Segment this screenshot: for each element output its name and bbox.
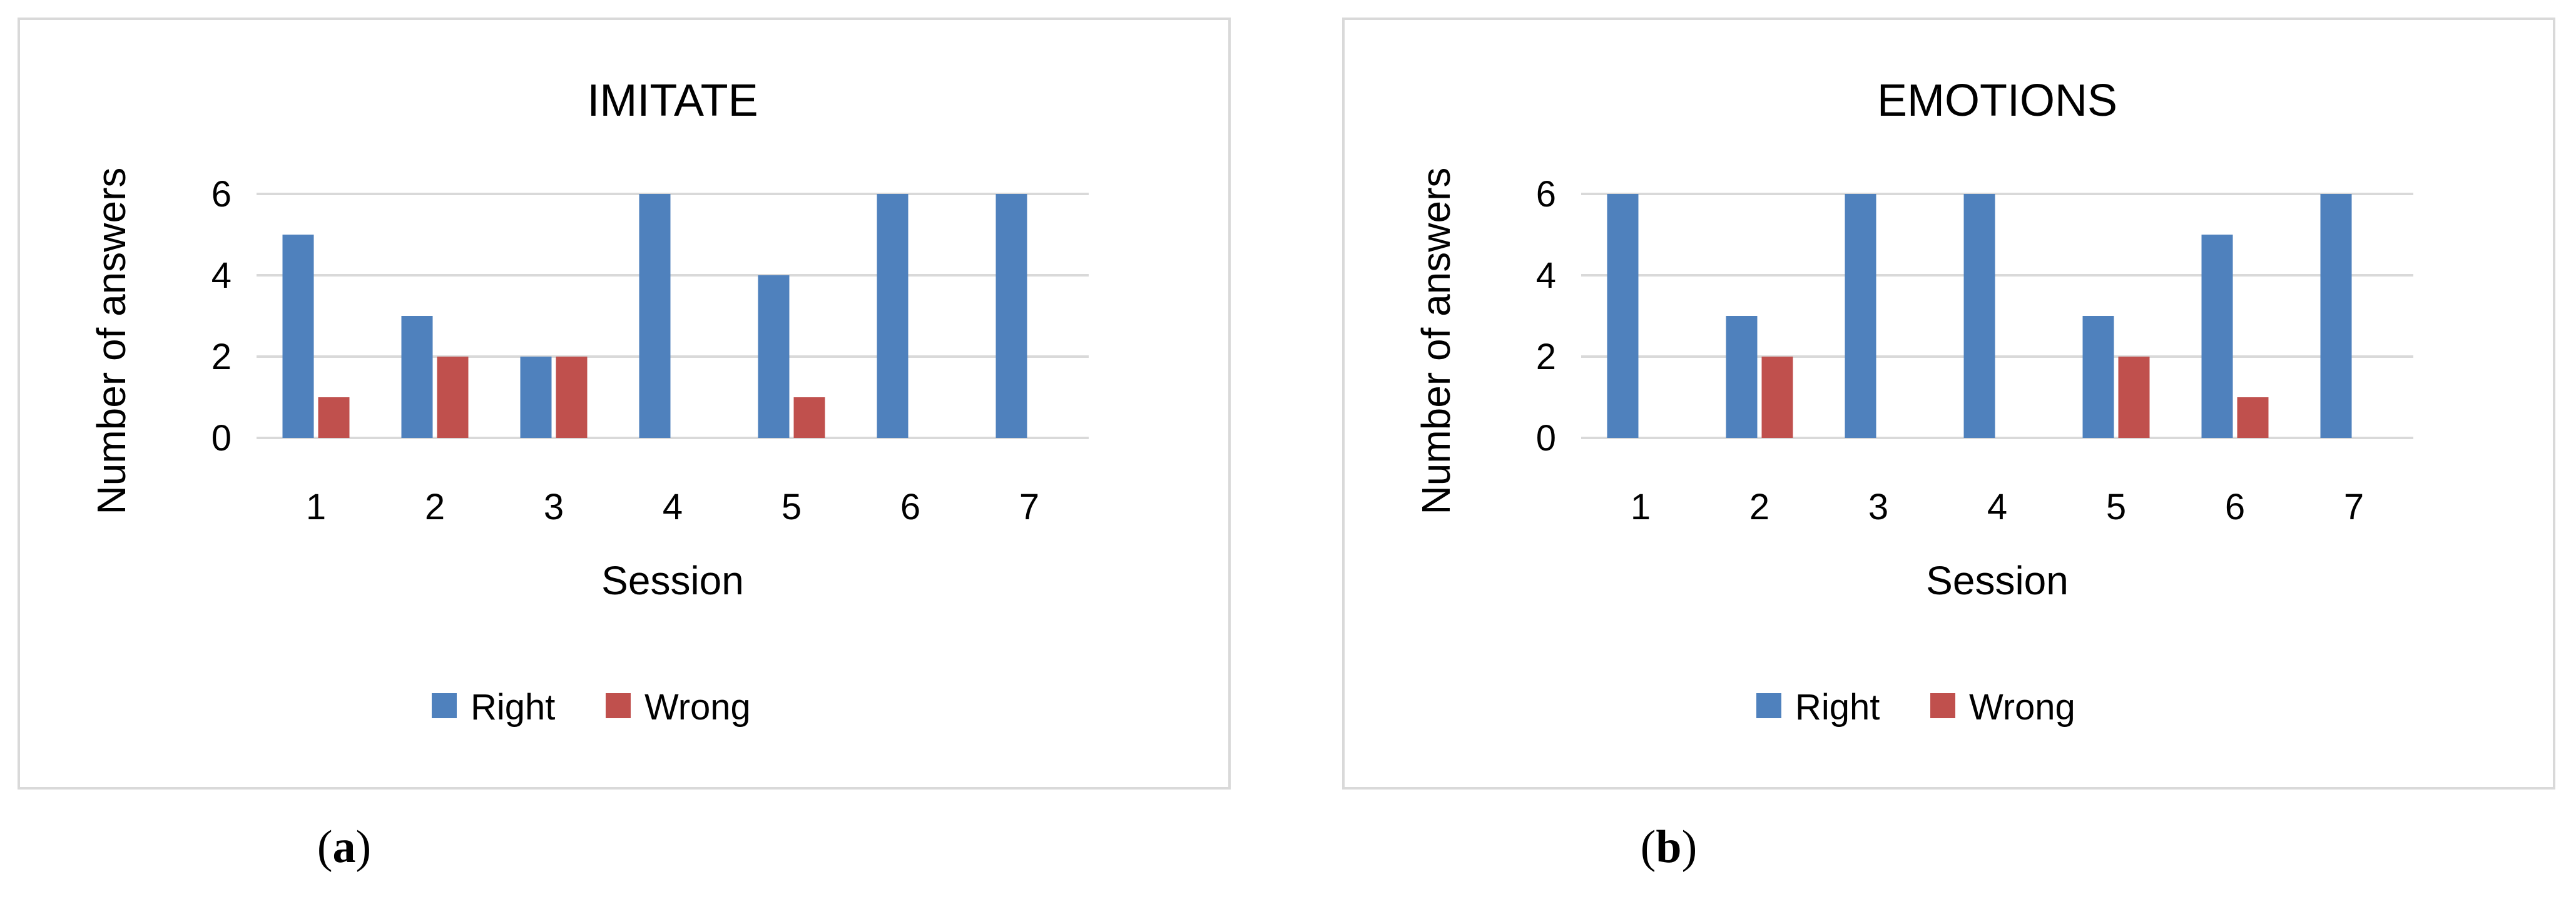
- caption-close-paren: ): [355, 821, 372, 873]
- y-axis-label: Number of answers: [89, 168, 134, 515]
- y-tick-label: 2: [1536, 337, 1556, 377]
- chart-frame: [1342, 18, 2555, 790]
- y-axis-label: Number of answers: [1413, 168, 1459, 515]
- x-tick-label: 5: [2106, 487, 2126, 527]
- x-tick-label: 6: [900, 487, 920, 527]
- y-tick-label: 0: [1536, 418, 1556, 459]
- legend-label-right: Right: [1795, 687, 1880, 728]
- bar-wrong: [556, 357, 588, 438]
- caption-open-paren: (: [1640, 821, 1656, 873]
- legend-label-wrong: Wrong: [1969, 687, 2075, 728]
- x-tick-label: 1: [306, 487, 326, 527]
- chart-title: IMITATE: [587, 76, 758, 126]
- bar-wrong: [318, 397, 350, 438]
- y-tick-label: 6: [1536, 174, 1556, 215]
- bar-right: [995, 194, 1027, 438]
- bar-right: [1726, 316, 1758, 438]
- chart-frame: [18, 18, 1231, 790]
- caption-close-paren: ): [1681, 821, 1698, 873]
- x-tick-label: 7: [1019, 487, 1039, 527]
- bar-right: [1607, 194, 1639, 438]
- bar-right: [758, 275, 790, 438]
- bar-right: [401, 316, 433, 438]
- x-tick-label: 3: [544, 487, 564, 527]
- x-tick-label: 5: [781, 487, 802, 527]
- bar-wrong: [2118, 357, 2150, 438]
- bar-right: [2201, 235, 2233, 438]
- bar-right: [2082, 316, 2114, 438]
- bar-right: [877, 194, 909, 438]
- legend-swatch-right: [432, 693, 457, 718]
- x-tick-label: 1: [1631, 487, 1651, 527]
- legend-swatch-wrong: [1930, 693, 1955, 718]
- x-tick-label: 4: [1987, 487, 2007, 527]
- caption-letter: b: [1656, 821, 1682, 873]
- bar-wrong: [2237, 397, 2269, 438]
- legend-swatch-wrong: [606, 693, 631, 718]
- bar-right: [639, 194, 671, 438]
- chart-panel-a: IMITATE 0 2 4 6 1 2 3 4 5 6 7 Session Number of answe…: [0, 0, 1251, 899]
- panel-caption-b: (b): [1325, 821, 2013, 874]
- x-tick-label: 7: [2344, 487, 2364, 527]
- y-tick-label: 4: [211, 255, 232, 296]
- x-tick-label: 2: [1749, 487, 1769, 527]
- y-tick-label: 2: [211, 337, 232, 377]
- chart-b-svg: EMOTIONS 0 2 4 6 1 2 3 4 5 6 7 Session Number of answ…: [1342, 18, 2555, 790]
- x-axis-label: Session: [1926, 558, 2069, 603]
- chart-a-svg: IMITATE 0 2 4 6 1 2 3 4 5 6 7 Session Number of answe…: [18, 18, 1231, 790]
- y-tick-label: 4: [1536, 255, 1556, 296]
- bar-wrong: [437, 357, 469, 438]
- x-tick-label: 2: [425, 487, 445, 527]
- bar-right: [1963, 194, 1995, 438]
- x-tick-label: 3: [1868, 487, 1888, 527]
- bar-wrong: [1761, 357, 1793, 438]
- bar-right: [520, 357, 552, 438]
- panel-caption-a: (a): [0, 821, 688, 874]
- y-tick-label: 0: [211, 418, 232, 459]
- caption-letter: a: [332, 821, 356, 873]
- bar-wrong: [793, 397, 825, 438]
- y-tick-label: 6: [211, 174, 232, 215]
- bar-right: [2320, 194, 2352, 438]
- x-tick-label: 4: [663, 487, 683, 527]
- legend-swatch-right: [1756, 693, 1781, 718]
- caption-open-paren: (: [317, 821, 333, 873]
- x-tick-label: 6: [2225, 487, 2245, 527]
- chart-panel-b: EMOTIONS 0 2 4 6 1 2 3 4 5 6 7 Session Number of answ…: [1325, 0, 2576, 899]
- x-axis-label: Session: [601, 558, 744, 603]
- chart-title: EMOTIONS: [1877, 76, 2117, 126]
- legend-label-wrong: Wrong: [644, 687, 751, 728]
- bar-right: [1845, 194, 1876, 438]
- bar-right: [282, 235, 314, 438]
- legend-label-right: Right: [471, 687, 555, 728]
